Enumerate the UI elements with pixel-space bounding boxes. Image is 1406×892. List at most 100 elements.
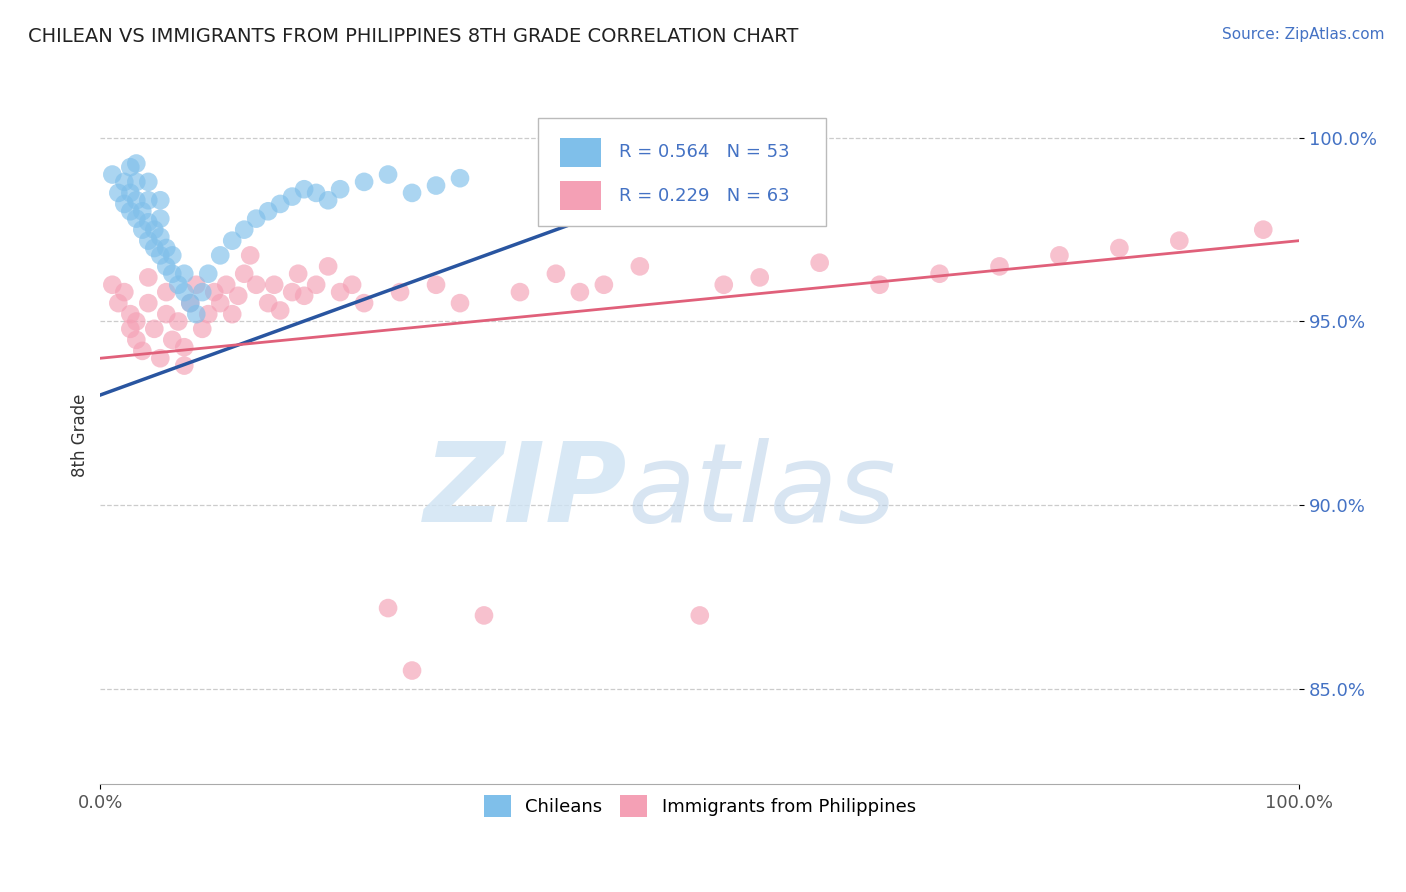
Point xyxy=(748,270,770,285)
Point xyxy=(120,160,142,174)
Point xyxy=(173,359,195,373)
Point xyxy=(568,285,591,299)
Point xyxy=(785,149,807,163)
FancyBboxPatch shape xyxy=(560,181,602,211)
Point xyxy=(136,215,159,229)
Point xyxy=(149,351,172,366)
Point xyxy=(592,277,614,292)
Text: R = 0.564   N = 53: R = 0.564 N = 53 xyxy=(620,144,790,161)
Point xyxy=(257,204,280,219)
Point xyxy=(425,277,447,292)
Point xyxy=(136,296,159,310)
Point xyxy=(162,248,184,262)
Point xyxy=(869,277,891,292)
Point xyxy=(221,234,243,248)
Point xyxy=(112,285,135,299)
Y-axis label: 8th Grade: 8th Grade xyxy=(72,393,89,477)
Legend: Chileans, Immigrants from Philippines: Chileans, Immigrants from Philippines xyxy=(477,788,924,824)
Point xyxy=(628,260,651,274)
Point xyxy=(155,307,177,321)
Point xyxy=(202,285,225,299)
Point xyxy=(509,285,531,299)
Point xyxy=(149,230,172,244)
Point xyxy=(928,267,950,281)
Point xyxy=(239,248,262,262)
FancyBboxPatch shape xyxy=(538,118,825,226)
Point xyxy=(125,194,148,208)
Point xyxy=(191,285,214,299)
Point xyxy=(425,178,447,193)
Point xyxy=(120,186,142,200)
Text: CHILEAN VS IMMIGRANTS FROM PHILIPPINES 8TH GRADE CORRELATION CHART: CHILEAN VS IMMIGRANTS FROM PHILIPPINES 8… xyxy=(28,27,799,45)
Point xyxy=(305,277,328,292)
Point xyxy=(472,608,495,623)
Point xyxy=(125,211,148,226)
Point xyxy=(125,314,148,328)
Point xyxy=(191,322,214,336)
Point xyxy=(226,289,249,303)
Point xyxy=(401,186,423,200)
Point xyxy=(353,296,375,310)
Point xyxy=(162,267,184,281)
Point xyxy=(143,222,166,236)
Point xyxy=(316,260,339,274)
Point xyxy=(988,260,1011,274)
Point xyxy=(131,343,153,358)
Point xyxy=(136,270,159,285)
Point xyxy=(120,322,142,336)
Point xyxy=(143,241,166,255)
Point xyxy=(120,307,142,321)
Point xyxy=(269,197,291,211)
Point xyxy=(281,285,304,299)
Text: ZIP: ZIP xyxy=(425,438,628,545)
Point xyxy=(713,277,735,292)
Point xyxy=(149,248,172,262)
Point xyxy=(107,296,129,310)
Point xyxy=(269,303,291,318)
Point xyxy=(173,340,195,354)
Point xyxy=(263,277,285,292)
Point xyxy=(592,160,614,174)
Point xyxy=(167,277,190,292)
Point xyxy=(107,186,129,200)
Point xyxy=(120,204,142,219)
Point xyxy=(377,601,399,615)
Point xyxy=(162,333,184,347)
Point xyxy=(544,164,567,178)
Point xyxy=(155,285,177,299)
Point xyxy=(329,182,352,196)
Point xyxy=(186,307,208,321)
Point xyxy=(1108,241,1130,255)
Text: atlas: atlas xyxy=(628,438,897,545)
Point xyxy=(292,182,315,196)
Point xyxy=(197,267,219,281)
Point xyxy=(125,175,148,189)
Point xyxy=(233,267,256,281)
Point xyxy=(1049,248,1071,262)
Point xyxy=(155,241,177,255)
Point xyxy=(316,194,339,208)
Point xyxy=(808,256,831,270)
Point xyxy=(353,175,375,189)
Point xyxy=(221,307,243,321)
Point xyxy=(149,211,172,226)
Point xyxy=(245,211,267,226)
Point xyxy=(209,248,232,262)
Point xyxy=(233,222,256,236)
Point xyxy=(305,186,328,200)
Point xyxy=(544,267,567,281)
Point xyxy=(173,267,195,281)
Point xyxy=(1251,222,1274,236)
Point xyxy=(131,222,153,236)
Point xyxy=(401,664,423,678)
FancyBboxPatch shape xyxy=(560,137,602,167)
Point xyxy=(149,194,172,208)
Text: R = 0.229   N = 63: R = 0.229 N = 63 xyxy=(620,186,790,204)
Point xyxy=(136,175,159,189)
Point xyxy=(112,175,135,189)
Point xyxy=(125,333,148,347)
Point xyxy=(215,277,238,292)
Point xyxy=(449,296,471,310)
Point xyxy=(179,296,201,310)
Point xyxy=(1168,234,1191,248)
